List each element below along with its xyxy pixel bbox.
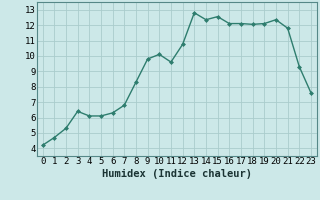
X-axis label: Humidex (Indice chaleur): Humidex (Indice chaleur): [102, 169, 252, 179]
